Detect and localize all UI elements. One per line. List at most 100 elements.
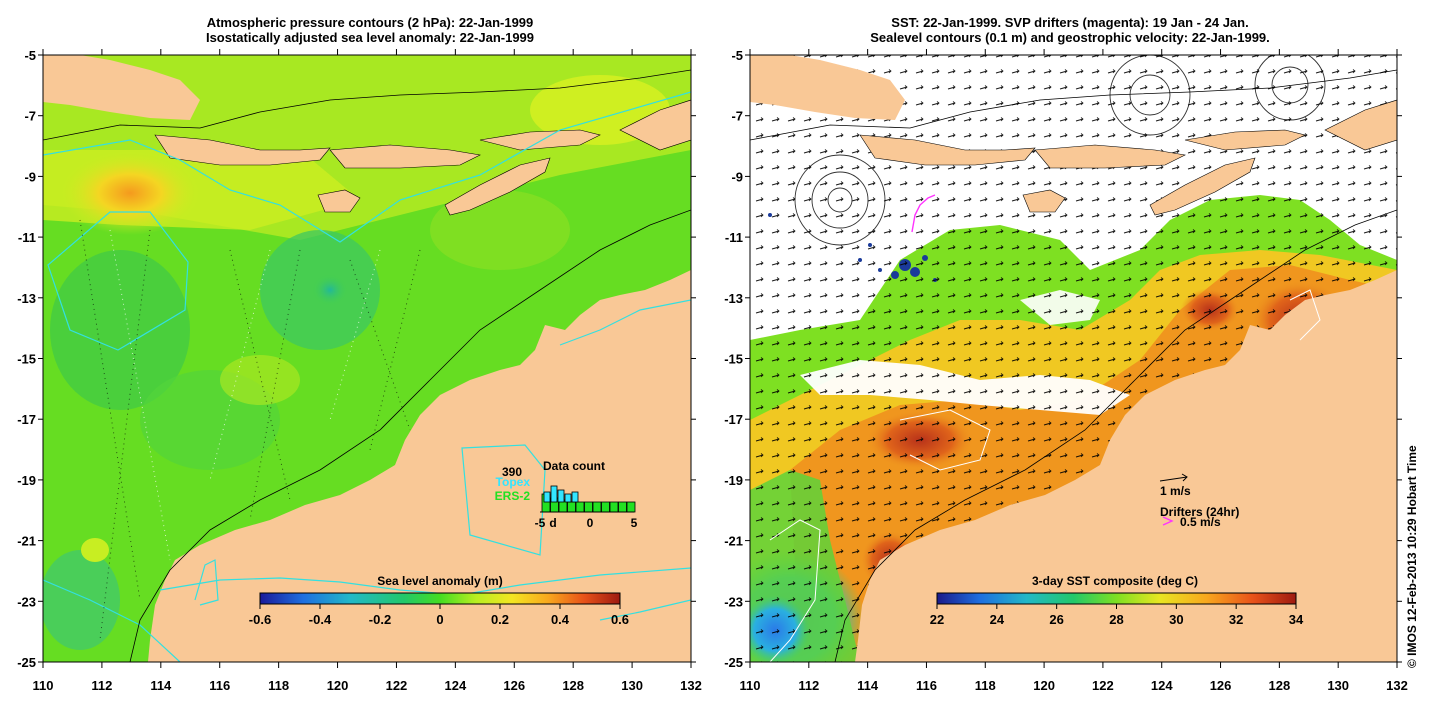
right-colorbar-tick-label: 28 xyxy=(1109,612,1123,627)
left-title-line2: Isostatically adjusted sea level anomaly… xyxy=(205,30,535,45)
left-lat-tick-label: -25 xyxy=(17,655,36,670)
left-title-line1: Atmospheric pressure contours (2 hPa): 2… xyxy=(206,15,534,30)
left-lat-tick-label: -13 xyxy=(17,291,36,306)
right-colorbar-label: 3-day SST composite (deg C) xyxy=(1032,574,1198,588)
left-cyan-line-6 xyxy=(599,599,691,621)
left-colorbar-tick-label: -0.4 xyxy=(309,612,332,627)
left-altimeter-tracks-white xyxy=(109,229,381,561)
ers-bar xyxy=(592,501,602,513)
right-island-timor xyxy=(1149,157,1256,216)
left-lon-tick-label: 112 xyxy=(91,678,112,693)
right-map xyxy=(750,55,1397,662)
right-island-ne xyxy=(1324,99,1397,151)
left-australia-land xyxy=(148,270,691,662)
right-lon-tick-label: 132 xyxy=(1386,678,1408,693)
right-lon-tick-label: 120 xyxy=(1033,678,1055,693)
left-lon-tick-label: 110 xyxy=(33,678,54,693)
right-lon-tick-label: 122 xyxy=(1092,678,1114,693)
ers-bar xyxy=(618,501,627,513)
imos-credit: © IMOS 12-Feb-2013 10:29 Hobart Time xyxy=(1405,445,1419,668)
right-island-bali-lombok xyxy=(859,134,1036,166)
left-lat-tick-label: -23 xyxy=(17,594,36,609)
left-colorbar: Sea level anomaly (m) -0.6 -0.4 -0.2 0 0.2 0.… xyxy=(249,574,629,627)
right-lon-ticks: 110 112 114 116 118 120 122 124 126 128 130 132 xyxy=(740,49,1408,693)
right-lon-tick-label: 130 xyxy=(1327,678,1349,693)
left-altimeter-tracks xyxy=(79,219,421,641)
data-count-tick-neg5: -5 xyxy=(535,516,546,530)
right-title-line2: Sealevel contours (0.1 m) and geostrophi… xyxy=(870,30,1270,45)
left-island-java xyxy=(43,55,200,120)
right-panel-title: SST: 22-Jan-1999. SVP drifters (magenta)… xyxy=(790,15,1350,45)
left-lat-tick-label: -5 xyxy=(24,48,36,63)
ers-bar xyxy=(567,501,576,513)
left-colorbar-ticks: -0.6 -0.4 -0.2 0 0.2 0.4 0.6 xyxy=(249,604,629,627)
ers-bar xyxy=(584,501,593,513)
left-colorbar-tick-label: 0.4 xyxy=(551,612,570,627)
left-lat-tick-label: -11 xyxy=(18,230,36,245)
left-island-sumbawa xyxy=(329,144,481,169)
left-lat-ticks: -5 -7 -9 -11 -13 -15 -17 -19 -21 -23 -25 xyxy=(17,48,696,670)
right-colorbar-tick-label: 24 xyxy=(990,612,1005,627)
right-island-java xyxy=(750,55,905,120)
left-lon-tick-label: 116 xyxy=(209,678,230,693)
right-colorbar: 3-day SST composite (deg C) 22 24 26 28 30 32… xyxy=(930,574,1304,627)
data-count-tick-5: 5 xyxy=(631,516,638,530)
left-island-flores xyxy=(479,129,601,151)
right-colorbar-tick-label: 26 xyxy=(1049,612,1063,627)
right-lat-tick-label: -7 xyxy=(731,109,743,124)
velocity-legend-arrowhead xyxy=(1181,473,1188,482)
right-lat-tick-label: -5 xyxy=(731,48,743,63)
left-patch-1 xyxy=(50,250,190,410)
left-cyan-line-5 xyxy=(194,559,219,606)
right-lat-tick-label: -25 xyxy=(724,655,743,670)
sealevel-contour-white-2 xyxy=(899,409,991,471)
right-colorbar-ticks: 22 24 26 28 30 32 34 xyxy=(930,604,1304,627)
left-cyan-polygon xyxy=(47,211,189,351)
right-lat-tick-label: -9 xyxy=(731,169,743,184)
right-colorbar-tick-label: 22 xyxy=(930,612,944,627)
left-lon-ticks: 110 112 114 116 118 120 122 124 126 128 130 132 xyxy=(33,49,702,693)
left-hotspot xyxy=(60,151,200,235)
ers-bar xyxy=(601,501,610,513)
left-cyan-line-1 xyxy=(43,91,691,243)
right-lon-tick-label: 110 xyxy=(740,678,761,693)
right-colorbar-tick-label: 34 xyxy=(1289,612,1304,627)
left-lat-tick-label: -15 xyxy=(17,352,36,367)
data-count-topex-label: Topex xyxy=(496,475,531,489)
velocity-legend-arrow xyxy=(1159,476,1188,482)
right-lat-tick-label: -17 xyxy=(724,412,743,427)
eddy-circles xyxy=(794,55,1326,246)
left-cyan-line-4 xyxy=(159,567,691,596)
left-lon-tick-label: 124 xyxy=(445,678,467,693)
data-count-tick-d: d xyxy=(549,516,556,530)
ers-bar xyxy=(609,501,619,513)
right-lon-tick-label: 116 xyxy=(916,678,937,693)
topex-bar xyxy=(564,493,572,503)
right-lon-tick-label: 126 xyxy=(1210,678,1232,693)
left-patch-3 xyxy=(312,274,348,306)
drifter-track xyxy=(911,194,936,233)
left-cyan-line-3 xyxy=(43,579,181,662)
right-colorbar-gradient xyxy=(936,592,1297,605)
topex-bar xyxy=(550,485,558,503)
right-lon-tick-label: 118 xyxy=(975,678,996,693)
topex-bar xyxy=(571,491,579,503)
left-map xyxy=(43,55,691,662)
left-lon-tick-label: 114 xyxy=(150,678,172,693)
left-island-bali-lombok xyxy=(154,134,331,166)
sealevel-contour-white-3 xyxy=(1289,289,1321,341)
right-lat-tick-label: -11 xyxy=(725,230,743,245)
topex-bar xyxy=(543,491,551,503)
ers-bar xyxy=(626,501,636,513)
data-count-inset: 390 Data count Topex ERS-2 -5 d 0 5 xyxy=(495,459,638,530)
left-patch-6 xyxy=(81,538,109,562)
right-lat-tick-label: -21 xyxy=(724,534,743,549)
left-colorbar-tick-label: -0.6 xyxy=(249,612,271,627)
left-lon-tick-label: 132 xyxy=(680,678,702,693)
drifter-legend-marker xyxy=(1162,516,1174,526)
left-patch-5 xyxy=(43,550,120,650)
right-colorbar-tick-label: 32 xyxy=(1229,612,1243,627)
right-lon-tick-label: 114 xyxy=(857,678,879,693)
velocity-legend: 1 m/s Drifters (24hr) 0.5 m/s xyxy=(1159,473,1239,529)
